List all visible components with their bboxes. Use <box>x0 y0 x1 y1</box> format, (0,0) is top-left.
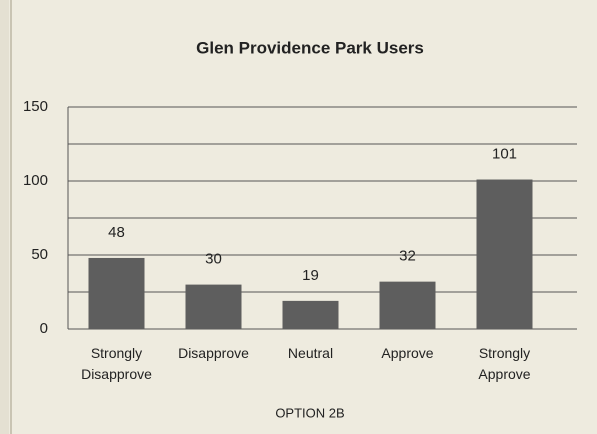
x-tick-label: Neutral <box>287 345 334 361</box>
bar <box>476 179 533 329</box>
x-tick-label: Approve <box>381 345 434 361</box>
x-tick-label: Strongly Approve <box>478 345 531 382</box>
bar <box>379 281 436 329</box>
x-tick-label: Strongly Disapprove <box>81 345 152 382</box>
chart-title: Glen Providence Park Users <box>196 38 424 57</box>
y-tick-label: 0 <box>40 320 48 337</box>
y-tick-label: 150 <box>23 98 48 115</box>
value-label: 30 <box>205 251 222 268</box>
value-label: 19 <box>302 267 319 284</box>
x-axis-label: OPTION 2B <box>275 405 344 420</box>
y-tick-label: 50 <box>31 246 48 263</box>
bar <box>282 300 339 329</box>
x-tick-label: Disapprove <box>178 345 249 361</box>
y-tick-label: 100 <box>23 172 48 189</box>
bar <box>88 257 145 329</box>
left-strip <box>0 0 9 434</box>
value-label: 32 <box>399 248 416 265</box>
bar <box>185 284 242 329</box>
value-label: 48 <box>108 224 125 241</box>
value-label: 101 <box>492 145 517 162</box>
